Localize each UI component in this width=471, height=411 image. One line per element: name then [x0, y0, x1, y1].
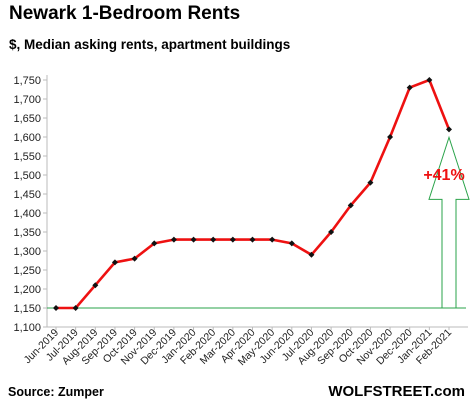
percent-change-label: +41%	[423, 167, 464, 184]
y-tick-label: 1,650	[13, 113, 41, 125]
data-point	[190, 236, 197, 243]
data-point	[347, 202, 354, 209]
data-point	[151, 240, 158, 247]
data-point	[426, 77, 433, 83]
data-point	[111, 259, 118, 266]
chart-title: Newark 1-Bedroom Rents	[9, 3, 241, 24]
data-point	[170, 236, 177, 243]
increase-arrow	[428, 135, 470, 308]
y-tick-label: 1,550	[13, 151, 41, 163]
y-tick-label: 1,350	[13, 227, 41, 239]
y-tick-label: 1,300	[13, 246, 41, 258]
data-point	[406, 84, 413, 91]
y-tick-label: 1,250	[13, 265, 41, 277]
y-tick-label: 1,450	[13, 189, 41, 201]
y-tick-label: 1,200	[13, 284, 41, 296]
data-point	[53, 305, 59, 311]
y-tick-label: 1,500	[13, 170, 41, 182]
data-point	[308, 251, 315, 258]
data-point	[72, 305, 79, 311]
data-point	[210, 236, 217, 243]
data-point	[92, 282, 99, 289]
chart-subtitle: $, Median asking rents, apartment buildi…	[9, 37, 291, 52]
data-point	[229, 236, 236, 243]
y-tick-label: 1,400	[13, 208, 41, 220]
y-tick-label: 1,600	[13, 132, 41, 144]
data-point	[249, 236, 256, 243]
y-tick-label: 1,100	[13, 322, 41, 334]
series-line	[56, 78, 451, 310]
site-credit: WOLFSTREET.com	[328, 383, 465, 400]
y-tick-label: 1,750	[13, 75, 41, 87]
data-point	[328, 229, 335, 235]
y-tick-label: 1,700	[13, 94, 41, 106]
data-point	[367, 179, 374, 186]
data-point	[269, 236, 276, 243]
data-point	[387, 134, 394, 140]
data-point	[288, 240, 295, 247]
source-note: Source: Zumper	[8, 385, 104, 399]
data-point	[131, 255, 138, 262]
data-point	[446, 126, 452, 133]
y-tick-label: 1,150	[13, 303, 41, 315]
